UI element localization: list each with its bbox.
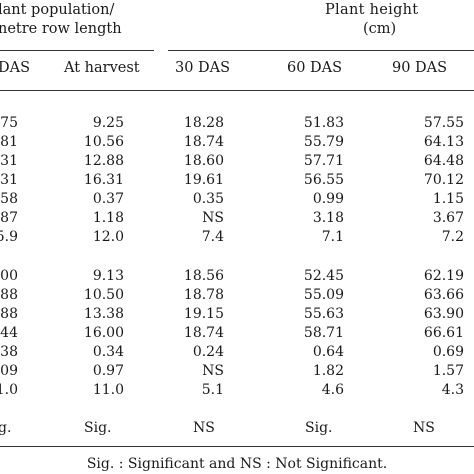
column-header-90-das: 90 DAS — [392, 60, 448, 76]
table-cell: 0.99 — [312, 191, 344, 207]
table-cell: 7.2 — [441, 229, 464, 245]
table-cell: 12.88 — [83, 153, 124, 169]
table-cell: 0.97 — [92, 363, 124, 379]
table-cell: 51.83 — [303, 115, 344, 131]
table-cell: 5.9 — [0, 229, 18, 245]
table-cell: 4.3 — [441, 382, 464, 398]
column-header-das: DAS — [0, 60, 31, 76]
table-cell: 1.18 — [92, 210, 124, 226]
table-cell: 13.38 — [83, 306, 124, 322]
table-cell: 57.55 — [423, 115, 464, 131]
group1-header-line2: netre row length — [0, 21, 122, 37]
table-cell: 4.6 — [321, 382, 344, 398]
table-cell: NS — [202, 210, 224, 226]
table-cell: 55.79 — [303, 134, 344, 150]
table-cell: 55.09 — [303, 287, 344, 303]
table-cell: 3.18 — [312, 210, 344, 226]
table-cell: 18.74 — [183, 134, 224, 150]
table-cell: 31 — [0, 172, 18, 188]
table-cell: 88 — [0, 306, 18, 322]
table-cell: 63.66 — [423, 287, 464, 303]
table-cell: 38 — [0, 344, 18, 360]
table-cell: 64.13 — [423, 134, 464, 150]
table-bottom-rule — [0, 446, 474, 447]
table-cell: 10.56 — [83, 134, 124, 150]
table-cell: 7.4 — [201, 229, 224, 245]
table-cell: 0.64 — [312, 344, 344, 360]
table-cell: 87 — [0, 210, 18, 226]
group1-rule — [0, 50, 154, 51]
significance-cell: g. — [0, 420, 12, 436]
table-cell: 66.61 — [423, 325, 464, 341]
table-cell: 1.0 — [0, 382, 18, 398]
table-cell: 18.28 — [183, 115, 224, 131]
table-cell: 10.50 — [83, 287, 124, 303]
table-cell: 9.25 — [92, 115, 124, 131]
table-cell: 0.34 — [92, 344, 124, 360]
table-cell: 1.82 — [312, 363, 344, 379]
table-cell: 57.71 — [303, 153, 344, 169]
table-cell: 1.15 — [432, 191, 464, 207]
column-header-at-harvest: At harvest — [64, 60, 140, 76]
table-cell: 63.90 — [423, 306, 464, 322]
significance-cell: NS — [413, 420, 435, 436]
group1-header-line1: lant population/ — [0, 2, 115, 18]
significance-cell: Sig. — [84, 420, 112, 436]
table-cell: 16.31 — [83, 172, 124, 188]
footnote: Sig. : Significant and NS : Not Signific… — [86, 456, 388, 472]
table-cell: 0.37 — [92, 191, 124, 207]
table-cell: 9.13 — [92, 268, 124, 284]
table-cell: 18.60 — [183, 153, 224, 169]
column-header-60-das: 60 DAS — [287, 60, 343, 76]
table-cell: 11.0 — [92, 382, 124, 398]
table-cell: 0.24 — [192, 344, 224, 360]
table-cell: 55.63 — [303, 306, 344, 322]
table-cell: 18.78 — [183, 287, 224, 303]
table-cell: 44 — [0, 325, 18, 341]
table-cell: 0.35 — [192, 191, 224, 207]
group2-header-line1: Plant height — [325, 2, 419, 18]
table-cell: 81 — [0, 134, 18, 150]
table-cell: 19.15 — [183, 306, 224, 322]
table-cell: 58.71 — [303, 325, 344, 341]
significance-cell: Sig. — [305, 420, 333, 436]
table-cell: 5.1 — [201, 382, 224, 398]
table-cell: 00 — [0, 268, 18, 284]
group2-header-line2: (cm) — [363, 21, 397, 37]
table-cell: 58 — [0, 191, 18, 207]
table-cell: 1.57 — [432, 363, 464, 379]
table-cell: 18.74 — [183, 325, 224, 341]
table-cell: 56.55 — [303, 172, 344, 188]
table-cell: 09 — [0, 363, 18, 379]
table-cell: 64.48 — [423, 153, 464, 169]
table-cell: 19.61 — [183, 172, 224, 188]
table-cell: NS — [202, 363, 224, 379]
table-cell: 16.00 — [83, 325, 124, 341]
table-cell: 31 — [0, 153, 18, 169]
table-cell: 3.67 — [432, 210, 464, 226]
header-bottom-rule — [0, 90, 474, 91]
table-cell: 52.45 — [303, 268, 344, 284]
column-header-30-das: 30 DAS — [175, 60, 231, 76]
group2-rule — [168, 50, 474, 51]
table-cell: 75 — [0, 115, 18, 131]
table-cell: 7.1 — [321, 229, 344, 245]
table-cell: 70.12 — [423, 172, 464, 188]
significance-cell: NS — [193, 420, 215, 436]
table-cell: 88 — [0, 287, 18, 303]
table-cell: 62.19 — [423, 268, 464, 284]
table-cell: 0.69 — [432, 344, 464, 360]
table-cell: 12.0 — [92, 229, 124, 245]
table-cell: 18.56 — [183, 268, 224, 284]
